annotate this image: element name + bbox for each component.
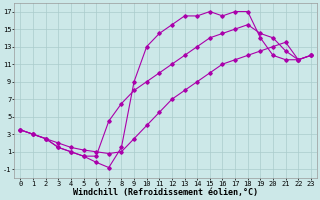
X-axis label: Windchill (Refroidissement éolien,°C): Windchill (Refroidissement éolien,°C) bbox=[73, 188, 258, 197]
